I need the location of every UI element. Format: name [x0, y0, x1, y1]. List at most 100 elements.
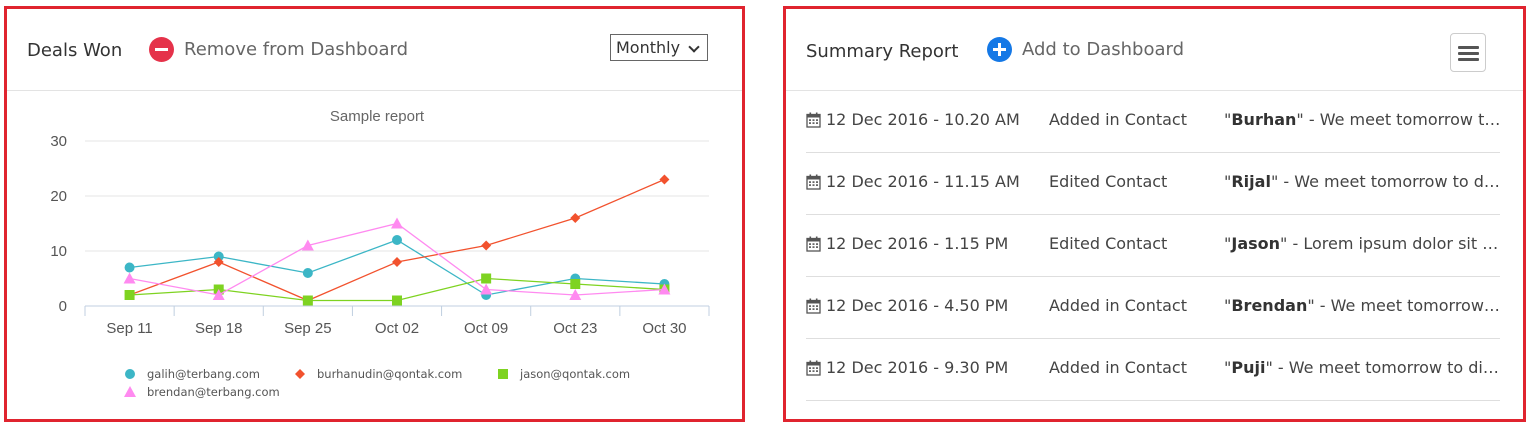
- row-note: "Burhan" - We meet tomorrow to discuss: [1224, 110, 1502, 129]
- row-contact-name: Rijal: [1231, 172, 1271, 191]
- series-line: [129, 239, 665, 296]
- data-point: [301, 239, 314, 251]
- row-contact-name: Puji: [1231, 358, 1266, 377]
- chevron-down-icon: [688, 41, 700, 53]
- summary-report-header: Summary Report Add to Dashboard: [786, 9, 1523, 91]
- y-axis: 0 10 20 30: [50, 133, 67, 315]
- data-point: [125, 369, 135, 379]
- chart-legend: galih@terbang.com burhanudin@qontak.com ja…: [124, 367, 630, 399]
- chart-series: [123, 174, 671, 306]
- x-tick-label: Oct 02: [375, 320, 419, 337]
- row-note-text: - We meet tomorrow to discuss: [1272, 358, 1502, 377]
- x-tick-label: Oct 30: [642, 320, 686, 337]
- calendar-icon: [806, 174, 821, 190]
- data-point: [481, 273, 492, 284]
- data-point: [569, 289, 582, 300]
- data-point: [123, 272, 136, 284]
- row-date: 12 Dec 2016 - 11.15 AM: [806, 172, 1020, 191]
- legend-item: jason@qontak.com: [498, 367, 630, 381]
- y-tick-label: 10: [50, 243, 67, 260]
- data-point: [124, 262, 135, 273]
- row-note: "Jason" - Lorem ipsum dolor sit amet: [1224, 234, 1502, 253]
- period-select-value: Monthly: [616, 38, 681, 57]
- data-point: [392, 235, 402, 245]
- data-point: [124, 290, 135, 300]
- deals-won-panel: Deals Won Remove from Dashboard Monthly …: [4, 6, 745, 422]
- data-point: [212, 289, 225, 300]
- row-action: Added in Contact: [1049, 110, 1187, 129]
- data-point: [213, 257, 224, 267]
- row-date-text: 12 Dec 2016 - 10.20 AM: [826, 110, 1020, 129]
- row-action: Added in Contact: [1049, 296, 1187, 315]
- summary-row[interactable]: 12 Dec 2016 - 4.50 PM Added in Contact "Br…: [806, 277, 1502, 339]
- row-note-text: - We meet tomorrow to discuss: [1308, 110, 1502, 129]
- x-axis: Sep 11 Sep 18 Sep 25 Oct 02 Oct 09 Oct 23 Oct …: [84, 306, 710, 337]
- data-point: [498, 369, 508, 379]
- row-date-text: 12 Dec 2016 - 11.15 AM: [826, 172, 1020, 191]
- summary-row[interactable]: 12 Dec 2016 - 1.15 PM Edited Contact "Jaso…: [806, 215, 1502, 277]
- legend-label: galih@terbang.com: [147, 367, 260, 381]
- summary-row[interactable]: 12 Dec 2016 - 9.30 PM Added in Contact "Pu…: [806, 339, 1502, 401]
- data-point: [659, 174, 670, 185]
- summary-row[interactable]: 12 Dec 2016 - 11.15 AM Edited Contact "Rij…: [806, 153, 1502, 215]
- row-action: Added in Contact: [1049, 358, 1187, 377]
- legend-item: burhanudin@qontak.com: [295, 367, 462, 381]
- minus-circle-icon: [149, 37, 174, 62]
- deals-won-chart: Sample report 0 10 20 30 Sep 11 Sep 18 Sep 25…: [50, 108, 710, 399]
- row-date: 12 Dec 2016 - 10.20 AM: [806, 110, 1020, 129]
- x-tick-label: Sep 18: [195, 320, 243, 337]
- row-contact-name: Burhan: [1231, 110, 1297, 129]
- panel-title: Summary Report: [806, 41, 959, 62]
- hamburger-icon-bar: [1458, 52, 1479, 55]
- row-action: Edited Contact: [1049, 234, 1168, 253]
- panel-title: Deals Won: [27, 40, 123, 61]
- data-point: [302, 295, 313, 306]
- y-tick-label: 20: [50, 188, 67, 205]
- row-date: 12 Dec 2016 - 1.15 PM: [806, 234, 1008, 253]
- row-date: 12 Dec 2016 - 9.30 PM: [806, 358, 1008, 377]
- hamburger-icon: [1458, 46, 1479, 49]
- remove-from-dashboard-label: Remove from Dashboard: [184, 39, 409, 60]
- data-point: [480, 283, 493, 295]
- x-tick-label: Oct 23: [553, 320, 597, 337]
- data-point: [658, 283, 671, 295]
- hamburger-menu-button[interactable]: [1450, 33, 1486, 72]
- data-point: [213, 251, 224, 262]
- hamburger-icon-bar: [1458, 58, 1479, 61]
- legend-item: brendan@terbang.com: [124, 385, 280, 399]
- data-point: [124, 386, 136, 397]
- x-tick-label: Sep 11: [106, 320, 152, 337]
- data-point: [295, 369, 305, 379]
- calendar-icon: [806, 236, 821, 252]
- row-note: "Rijal" - We meet tomorrow to discuss: [1224, 172, 1502, 191]
- row-note-text: - We meet tomorrow to discuss: [1319, 296, 1502, 315]
- row-note: "Puji" - We meet tomorrow to discuss: [1224, 358, 1502, 377]
- data-point: [481, 240, 492, 251]
- deals-won-header: Deals Won Remove from Dashboard Monthly: [7, 9, 742, 91]
- add-to-dashboard-button[interactable]: Add to Dashboard: [987, 37, 1184, 62]
- legend-label: jason@qontak.com: [519, 367, 630, 381]
- period-select[interactable]: Monthly: [610, 34, 708, 61]
- legend-item: galih@terbang.com: [125, 367, 260, 381]
- series-triangle: [123, 217, 671, 300]
- row-note-text: - Lorem ipsum dolor sit amet: [1287, 234, 1502, 253]
- row-date-text: 12 Dec 2016 - 9.30 PM: [826, 358, 1009, 377]
- row-date-text: 12 Dec 2016 - 4.50 PM: [826, 296, 1009, 315]
- summary-row[interactable]: 12 Dec 2016 - 10.20 AM Added in Contact "B…: [806, 91, 1502, 153]
- data-point: [302, 268, 313, 278]
- x-tick-label: Oct 09: [464, 320, 508, 337]
- data-point: [570, 213, 581, 223]
- plus-circle-icon: [987, 37, 1012, 62]
- summary-report-panel: Summary Report Add to Dashboard 12 Dec 2…: [783, 6, 1526, 422]
- row-contact-name: Jason: [1231, 234, 1281, 253]
- row-action: Edited Contact: [1049, 172, 1168, 191]
- data-point: [570, 279, 581, 289]
- calendar-icon: [806, 112, 821, 128]
- calendar-icon: [806, 298, 821, 314]
- row-date-text: 12 Dec 2016 - 1.15 PM: [826, 234, 1009, 253]
- remove-from-dashboard-button[interactable]: Remove from Dashboard: [149, 37, 408, 62]
- x-tick-label: Sep 25: [284, 320, 332, 337]
- chart-title: Sample report: [330, 108, 425, 125]
- row-date: 12 Dec 2016 - 4.50 PM: [806, 296, 1008, 315]
- legend-label: burhanudin@qontak.com: [317, 367, 462, 381]
